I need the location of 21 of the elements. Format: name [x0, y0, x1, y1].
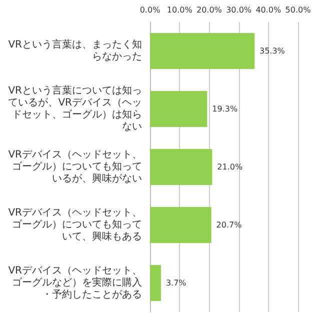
- bar: [150, 207, 212, 243]
- x-tick-label: 0.0%: [140, 6, 161, 14]
- y-tick-label: VRという言葉については知っているが、VRデバイス（ヘッドセット、ゴーグル）は知らない: [8, 84, 142, 132]
- data-label: 3.7%: [166, 278, 187, 288]
- y-tick-label: VRデバイス（ヘッドセット、ゴーグル）についても知っているが、興味がない: [8, 150, 142, 184]
- data-label: 21.0%: [217, 162, 243, 172]
- y-tick-label: VRデバイス（ヘッドセット、ゴーグル）についても知っていて、興味もある: [8, 208, 142, 242]
- bar: [150, 265, 161, 301]
- data-label: 35.3%: [259, 46, 286, 56]
- data-label: 19.3%: [212, 104, 238, 114]
- bar: [150, 33, 254, 69]
- bar: [150, 149, 212, 185]
- y-tick-label: VRデバイス（ヘッドセット、ゴーグルなど）を実際に購入・予約したことがある: [8, 266, 142, 300]
- x-tick-label: 50.0%: [285, 6, 312, 14]
- bar: [150, 91, 208, 127]
- x-tick-label: 30.0%: [226, 6, 252, 14]
- data-label: 20.7%: [216, 220, 242, 230]
- x-tick-label: 40.0%: [256, 6, 282, 14]
- x-tick-label: 20.0%: [196, 6, 222, 14]
- y-tick-label: VRという言葉は、まったく知らなかった: [8, 38, 142, 62]
- x-tick-label: 10.0%: [166, 6, 193, 14]
